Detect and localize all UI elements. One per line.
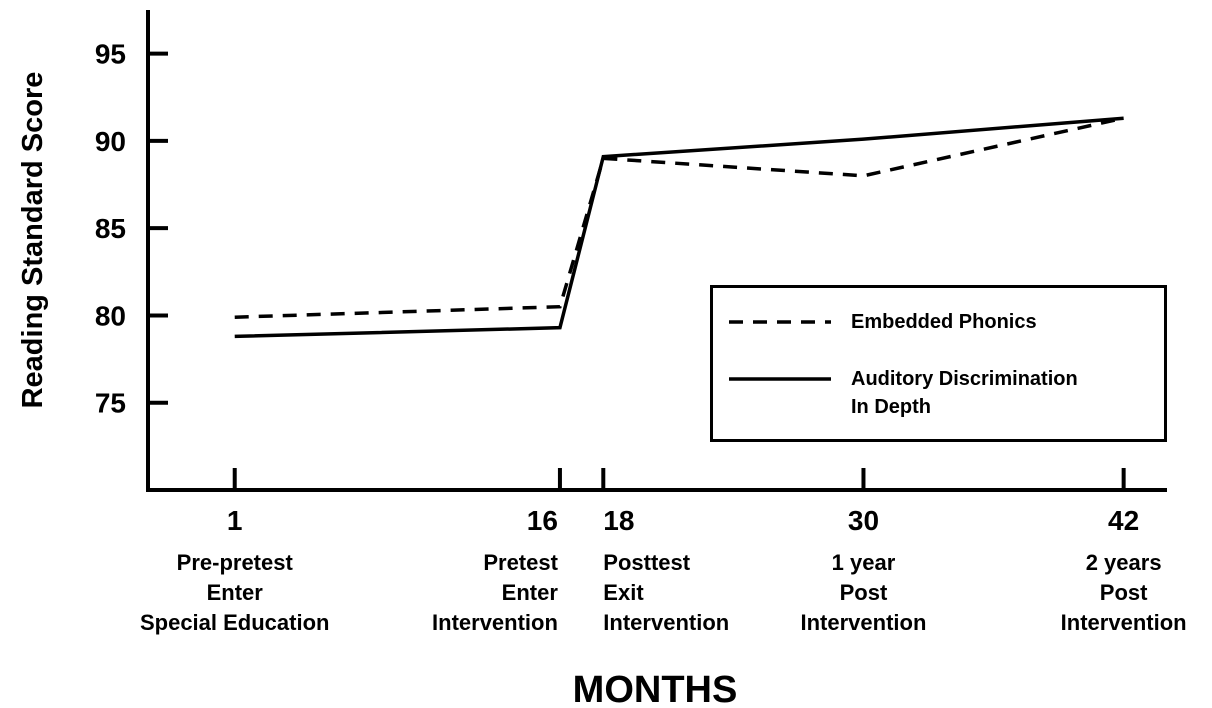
legend-item: Embedded Phonics [729, 308, 1101, 336]
y-axis-label: Reading Standard Score [17, 72, 49, 409]
x-tick-description: Enter [502, 580, 559, 605]
x-tick-description: Intervention [801, 610, 927, 635]
legend-label: Embedded Phonics [851, 311, 1037, 333]
x-tick-description: Special Education [140, 610, 330, 635]
x-axis-label: MONTHS [573, 669, 738, 708]
x-tick-description: Intervention [432, 610, 558, 635]
legend-swatch [729, 320, 831, 324]
y-tick-label: 85 [95, 213, 126, 244]
x-tick-label: 18 [603, 505, 634, 536]
x-tick-label: 42 [1108, 505, 1139, 536]
x-tick-description: Intervention [603, 610, 729, 635]
x-tick-label: 1 [227, 505, 243, 536]
y-tick-label: 90 [95, 126, 126, 157]
legend-swatch [729, 377, 831, 381]
legend: Embedded Phonics Auditory Discrimination … [710, 285, 1167, 442]
y-tick-label: 75 [95, 388, 126, 419]
x-tick-description: Post [840, 580, 888, 605]
y-tick-label: 80 [95, 300, 126, 331]
x-tick-description: 1 year [832, 550, 896, 575]
x-tick-description: Posttest [603, 550, 690, 575]
series-line [234, 116, 1124, 339]
x-tick-description: Exit [603, 580, 644, 605]
x-tick-description: Pretest [483, 550, 558, 575]
x-tick-description: 2 years [1086, 550, 1162, 575]
x-tick-description: Intervention [1061, 610, 1187, 635]
x-tick-label: 16 [527, 505, 558, 536]
legend-label: Auditory Discrimination In Depth [851, 368, 1078, 418]
x-tick-description: Post [1100, 580, 1148, 605]
y-tick-label: 95 [95, 39, 126, 70]
x-tick-description: Pre-pretest [177, 550, 294, 575]
legend-item: Auditory Discrimination In Depth [729, 365, 1101, 421]
series-line [234, 116, 1125, 319]
x-tick-label: 30 [848, 505, 879, 536]
x-tick-description: Enter [207, 580, 264, 605]
